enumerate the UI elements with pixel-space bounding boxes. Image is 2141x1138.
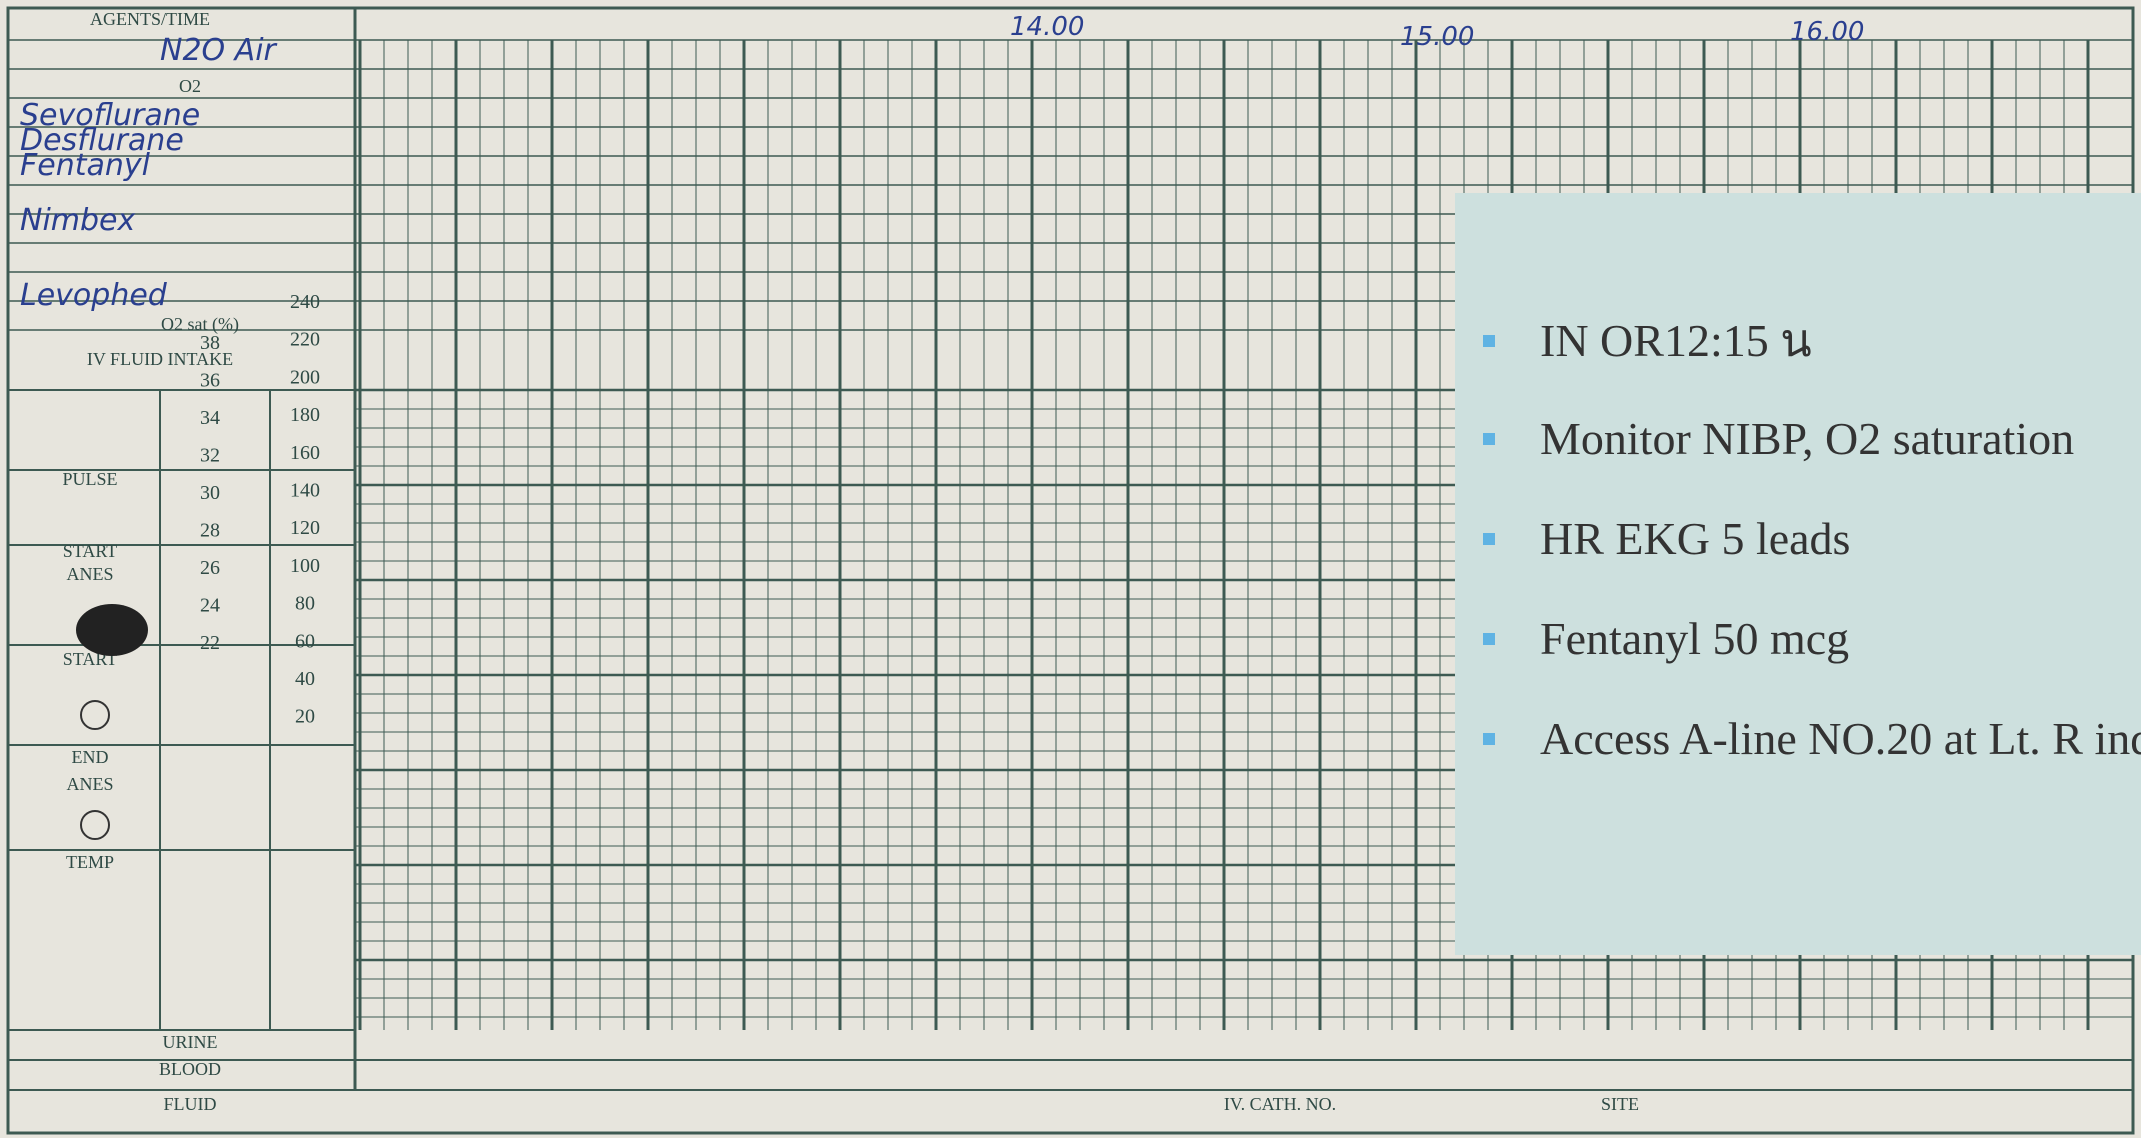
- agent: Levophed: [20, 278, 168, 313]
- agent: Fentanyl: [20, 148, 151, 183]
- bullet-text: Fentanyl 50 mcg: [1540, 611, 2141, 667]
- form-label: BLOOD: [159, 1059, 221, 1079]
- time-label: 14.00: [1010, 12, 1084, 42]
- time-label: 15.00: [1400, 22, 1474, 52]
- form-label: TEMP: [66, 852, 114, 872]
- start-anes-symbol: [76, 604, 148, 656]
- temp-scale-label: 28: [200, 520, 220, 542]
- temp-scale-label: 36: [200, 370, 220, 392]
- temp-scale-label: 34: [200, 407, 220, 429]
- bp-scale-label: 60: [295, 630, 315, 652]
- form-label: O2: [179, 76, 201, 96]
- bp-scale-label: 140: [290, 480, 320, 502]
- bp-scale-label: 120: [290, 517, 320, 539]
- slide: AGENTS/TIMEO2O2 sat (%)IV FLUID INTAKEPU…: [0, 0, 2141, 1138]
- temp-scale-label: 26: [200, 557, 220, 579]
- temp-scale-label: 30: [200, 482, 220, 504]
- form-label: AGENTS/TIME: [90, 9, 210, 29]
- bp-scale-label: 160: [290, 442, 320, 464]
- temp-scale-label: 22: [200, 632, 220, 654]
- bp-scale-label: 40: [295, 668, 315, 690]
- form-label: FLUID: [164, 1094, 217, 1114]
- temp-scale-label: 32: [200, 445, 220, 467]
- temp-scale-label: 24: [200, 595, 220, 617]
- form-label: START: [63, 541, 117, 561]
- bp-scale-label: 180: [290, 404, 320, 426]
- agent: N2O Air: [160, 33, 278, 68]
- form-label: END: [72, 747, 109, 767]
- bp-scale-label: 200: [290, 366, 320, 388]
- notes-box: IN OR12:15 น Monitor NIBP, O2 saturation H…: [1455, 193, 2141, 955]
- form-label: ANES: [66, 774, 113, 794]
- form-label: ANES: [66, 564, 113, 584]
- bullet-marker: [1483, 633, 1495, 645]
- bullet-text: HR EKG 5 leads: [1540, 511, 2141, 567]
- bullet-marker: [1483, 533, 1495, 545]
- temp-scale-label: 38: [200, 332, 220, 354]
- bp-scale-label: 80: [295, 593, 315, 615]
- bullet-text: IN OR12:15 น: [1540, 313, 2141, 369]
- bp-scale-label: 240: [290, 291, 320, 313]
- bp-scale-label: 100: [290, 555, 320, 577]
- form-label: PULSE: [62, 469, 117, 489]
- form-label: IV. CATH. NO.: [1224, 1094, 1336, 1114]
- bullet-text: Access A-line NO.20 at Lt. R induction: [1540, 711, 2141, 767]
- bp-scale-label: 20: [295, 706, 315, 728]
- bullet-marker: [1483, 433, 1495, 445]
- bullet-marker: [1483, 733, 1495, 745]
- bullet-text: Monitor NIBP, O2 saturation: [1540, 411, 2141, 467]
- form-label: SITE: [1601, 1094, 1639, 1114]
- time-label: 16.00: [1790, 17, 1864, 47]
- agent: Nimbex: [20, 203, 136, 238]
- bp-scale-label: 220: [290, 329, 320, 351]
- form-label: URINE: [163, 1032, 218, 1052]
- bullet-marker: [1483, 335, 1495, 347]
